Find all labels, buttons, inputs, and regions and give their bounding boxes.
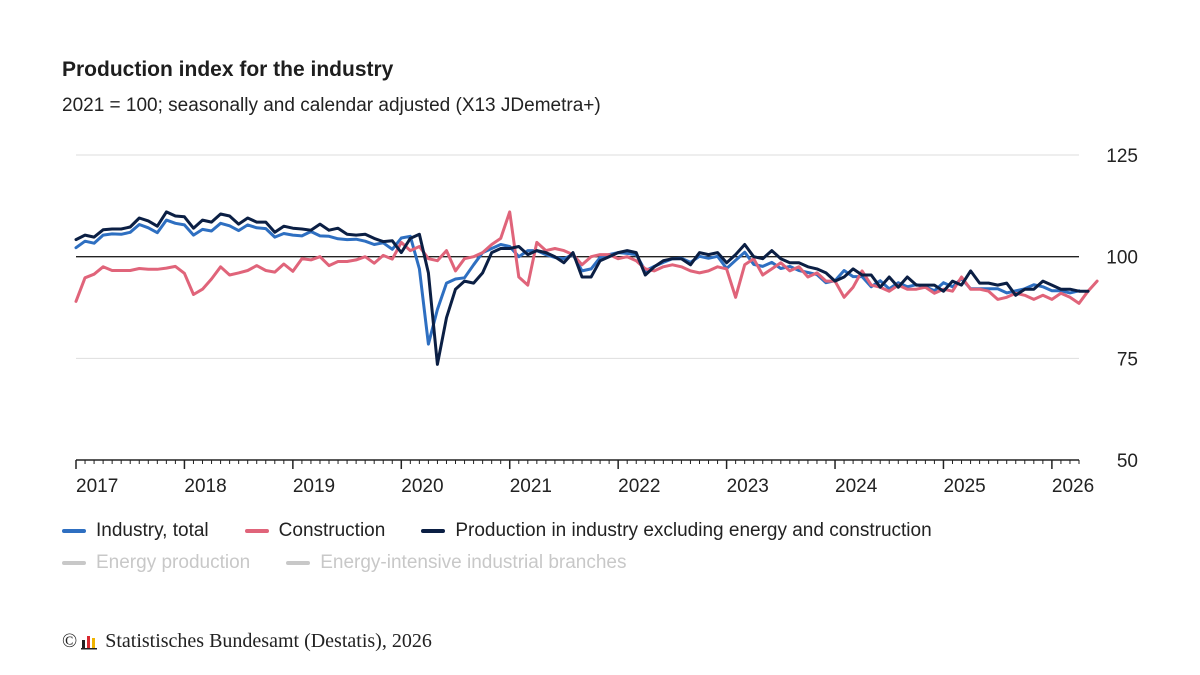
x-tick-label-2017: 2017 — [76, 476, 118, 497]
copyright-symbol: © — [62, 630, 78, 652]
chart-subtitle: 2021 = 100; seasonally and calendar adju… — [62, 95, 601, 116]
legend-row-active: Industry, total Construction Production … — [62, 520, 968, 542]
x-tick-label-2018: 2018 — [184, 476, 226, 497]
x-tick-label-2021: 2021 — [510, 476, 552, 497]
legend-label: Energy production — [96, 552, 251, 573]
x-tick-label-2023: 2023 — [727, 476, 769, 497]
line-chart: 2017 2018 2019 2020 2021 2022 2023 2024 2025 2026… — [74, 146, 1138, 497]
legend-item-production-excl-energy[interactable]: Production in industry excluding energy … — [421, 520, 932, 542]
x-tick-label-2022: 2022 — [618, 476, 660, 497]
x-tick-label-2019: 2019 — [293, 476, 335, 497]
x-tick-label-2025: 2025 — [943, 476, 985, 497]
footer-text: Statistisches Bundesamt (Destatis), 2026 — [105, 630, 432, 652]
y-tick-label-100: 100 — [1106, 248, 1138, 269]
footer-credit: © Statistisches Bundesamt (Destatis), 20… — [62, 630, 432, 653]
legend-swatch — [421, 529, 446, 533]
legend-swatch — [244, 529, 269, 533]
series-line-production-in-industry-excluding-energy-and-construction — [74, 210, 1090, 366]
legend-swatch — [286, 561, 311, 565]
x-axis: 2017 2018 2019 2020 2021 2022 2023 2024 2025 2026 — [75, 459, 1094, 497]
legend-swatch — [62, 529, 86, 533]
y-tick-label-50: 50 — [1117, 451, 1138, 472]
chart-title: Production index for the industry — [62, 58, 394, 81]
series-line-construction — [74, 210, 1099, 305]
legend-label: Industry, total — [96, 520, 209, 541]
y-tick-label-125: 125 — [1106, 146, 1138, 167]
legend-item-energy-intensive[interactable]: Energy-intensive industrial branches — [286, 552, 627, 574]
legend-swatch — [62, 561, 86, 565]
legend-item-energy-production[interactable]: Energy production — [62, 552, 250, 574]
legend-item-construction[interactable]: Construction — [244, 520, 386, 542]
legend-label: Energy-intensive industrial branches — [320, 552, 627, 573]
x-tick-label-2020: 2020 — [401, 476, 443, 497]
legend-label: Construction — [278, 520, 386, 541]
series-lines — [74, 210, 1099, 366]
y-axis-labels: 50 75 100 125 — [1106, 146, 1138, 472]
x-tick-label-2024: 2024 — [835, 476, 878, 497]
x-tick-label-2026: 2026 — [1052, 476, 1094, 497]
legend-row-inactive: Energy production Energy-intensive indus… — [62, 552, 663, 574]
legend-label: Production in industry excluding energy … — [455, 520, 932, 541]
grid-lines — [76, 154, 1079, 359]
y-tick-label-75: 75 — [1117, 349, 1138, 370]
series-line-industry-total — [74, 218, 1081, 346]
destatis-logo-icon — [81, 635, 98, 649]
legend-item-industry-total[interactable]: Industry, total — [62, 520, 209, 542]
